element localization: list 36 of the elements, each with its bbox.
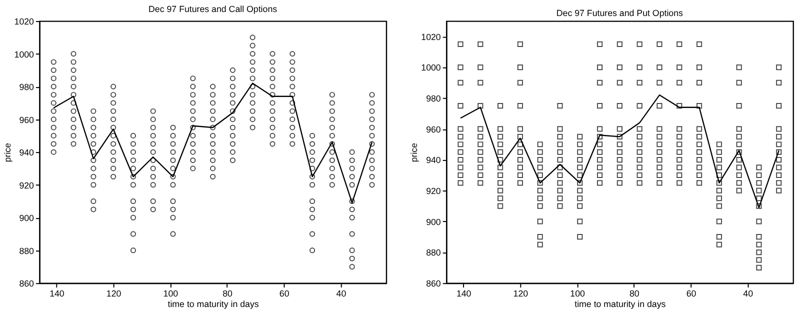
- x-tick-label: 60: [279, 288, 290, 298]
- y-tick-label: 860: [19, 278, 34, 289]
- x-tick-label: 100: [570, 288, 585, 298]
- chart-title: Dec 97 Futures and Put Options: [556, 8, 684, 18]
- y-tick-label: 920: [426, 186, 441, 196]
- y-tick-label: 960: [19, 114, 34, 125]
- y-tick-label: 880: [426, 248, 441, 258]
- y-tick-label: 980: [426, 94, 441, 104]
- y-tick-label: 900: [19, 213, 34, 224]
- y-tick-label: 940: [426, 155, 441, 166]
- x-axis-title: time to maturity in days: [168, 299, 260, 310]
- x-axis-title: time to maturity in days: [574, 299, 666, 310]
- x-tick-label: 40: [336, 288, 346, 298]
- x-tick-label: 100: [163, 288, 178, 298]
- y-tick-label: 920: [19, 180, 34, 190]
- y-tick-label: 900: [426, 216, 441, 227]
- y-tick-label: 940: [19, 148, 34, 158]
- x-tick-label: 80: [629, 288, 640, 298]
- x-tick-label: 140: [50, 288, 64, 298]
- x-tick-label: 120: [513, 288, 528, 298]
- y-tick-label: 980: [19, 82, 34, 92]
- chart-title: Dec 97 Futures and Call Options: [148, 4, 278, 14]
- y-tick-label: 880: [19, 246, 34, 256]
- y-tick-label: 860: [426, 278, 441, 289]
- y-axis-title: price: [2, 142, 12, 162]
- y-tick-label: 960: [426, 124, 441, 134]
- x-tick-label: 140: [456, 288, 472, 298]
- y-axis-title: price: [409, 142, 420, 162]
- x-tick-label: 120: [106, 288, 122, 298]
- x-tick-label: 60: [686, 288, 696, 298]
- y-tick-label: 1000: [421, 62, 441, 73]
- x-tick-label: 80: [222, 288, 233, 298]
- y-tick-label: 1020: [421, 32, 441, 42]
- x-tick-label: 40: [743, 288, 754, 298]
- y-tick-label: 1000: [14, 49, 34, 60]
- y-tick-label: 1020: [14, 16, 34, 26]
